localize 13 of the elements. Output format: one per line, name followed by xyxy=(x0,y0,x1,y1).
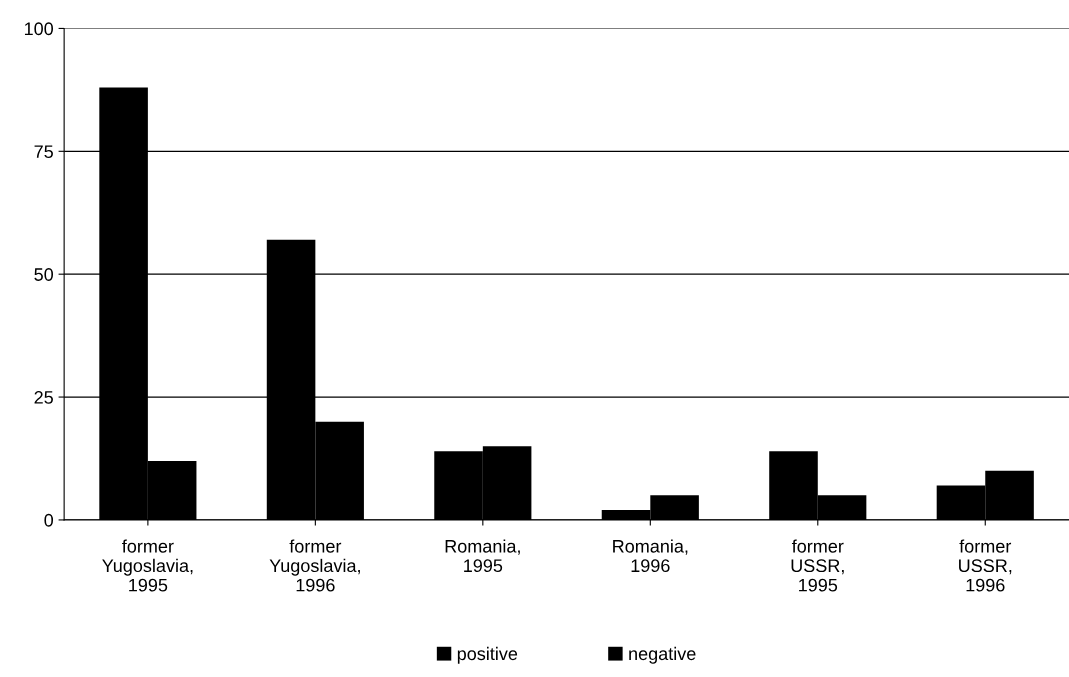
y-tick-label: 0 xyxy=(44,513,54,527)
x-tick-label: former USSR, 1995 xyxy=(791,539,844,592)
legend-label: positive xyxy=(457,646,518,664)
y-tick-label: 50 xyxy=(34,268,54,281)
x-tick-label: Romania, 1996 xyxy=(613,539,688,573)
y-tick-label: 75 xyxy=(34,145,53,159)
legend-label: negative xyxy=(629,646,696,664)
y-tick-label: 25 xyxy=(34,390,53,404)
x-tick-label: former USSR, 1996 xyxy=(959,539,1012,592)
x-tick-label: former Yugoslavia, 1995 xyxy=(102,539,193,592)
x-tick-label: former Yugoslavia, 1996 xyxy=(269,539,360,592)
x-tick-label: Romania, 1995 xyxy=(445,539,520,573)
y-tick-label: 100 xyxy=(24,22,54,36)
